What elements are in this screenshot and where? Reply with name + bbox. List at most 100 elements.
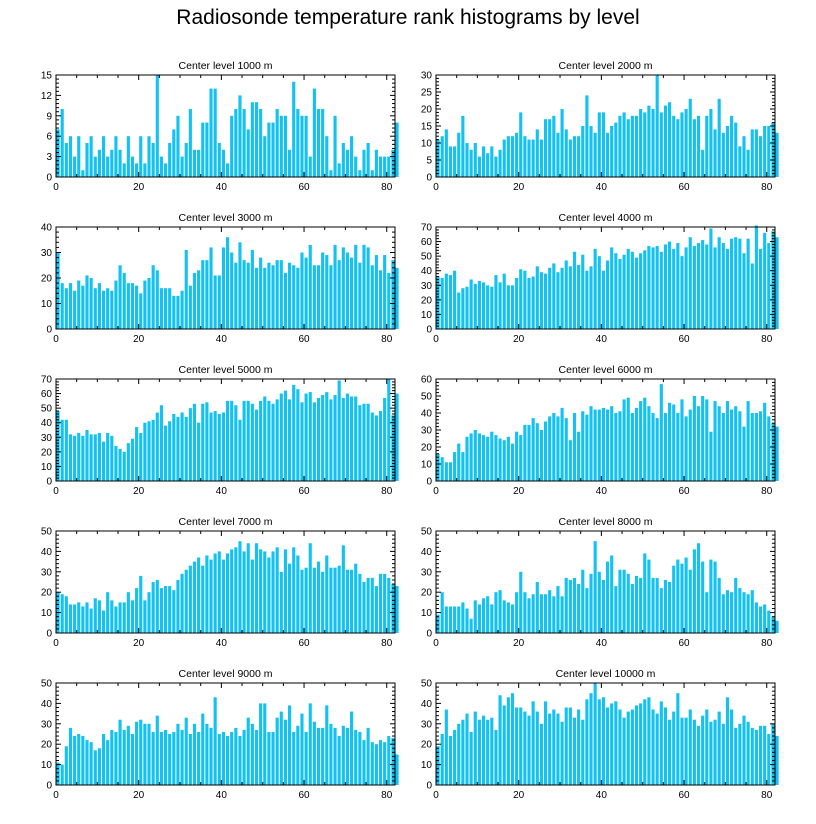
histogram-bar bbox=[172, 590, 176, 633]
histogram-bar bbox=[659, 251, 663, 329]
y-tick-label: 40 bbox=[41, 418, 53, 429]
histogram-bar bbox=[81, 170, 85, 177]
x-tick-label: 80 bbox=[381, 790, 393, 801]
histogram-bar bbox=[366, 403, 370, 481]
histogram-bar bbox=[374, 744, 378, 785]
histogram-bar bbox=[126, 283, 130, 329]
histogram-bar bbox=[771, 231, 775, 329]
y-tick-label: 60 bbox=[421, 237, 433, 248]
histogram-bar bbox=[354, 244, 358, 329]
histogram-bar bbox=[93, 156, 97, 177]
histogram-bar bbox=[93, 598, 97, 633]
histogram-bar bbox=[436, 746, 440, 785]
histogram-bar bbox=[577, 264, 581, 329]
histogram-bar bbox=[304, 731, 308, 785]
histogram-bar bbox=[106, 592, 110, 633]
histogram-bar bbox=[618, 115, 622, 177]
histogram-bar bbox=[275, 717, 279, 785]
histogram-bar bbox=[139, 575, 143, 633]
histogram-bar bbox=[444, 129, 448, 177]
x-tick-label: 20 bbox=[513, 790, 525, 801]
histogram-bar bbox=[97, 149, 101, 177]
histogram-bar bbox=[688, 237, 692, 329]
histogram-bar bbox=[378, 573, 383, 633]
histogram-bar bbox=[362, 403, 366, 481]
histogram-bar bbox=[498, 149, 502, 177]
x-tick-label: 60 bbox=[678, 638, 690, 649]
histogram-bar bbox=[568, 139, 572, 177]
histogram-bar bbox=[64, 746, 68, 785]
histogram-bar bbox=[543, 273, 548, 329]
histogram-bar bbox=[296, 555, 300, 633]
panel-title: Center level 7000 m bbox=[179, 516, 273, 528]
histogram-bar bbox=[122, 451, 126, 481]
panel-title: Center level 8000 m bbox=[559, 516, 653, 528]
x-tick-label: 0 bbox=[53, 486, 59, 497]
histogram-bar bbox=[473, 283, 477, 329]
histogram-bar bbox=[564, 418, 568, 481]
histogram-bar bbox=[97, 283, 101, 329]
histogram-bar bbox=[684, 416, 688, 481]
histogram-bar bbox=[246, 400, 250, 481]
histogram-bar bbox=[440, 592, 444, 633]
y-tick-label: 30 bbox=[421, 71, 433, 82]
histogram-bar bbox=[362, 244, 366, 329]
y-tick-label: 30 bbox=[421, 567, 433, 578]
histogram-bar bbox=[490, 604, 494, 633]
histogram-bar bbox=[721, 413, 725, 481]
histogram-bar bbox=[64, 596, 68, 633]
histogram-bar bbox=[333, 567, 337, 633]
x-tick-label: 80 bbox=[381, 486, 393, 497]
histogram-bar bbox=[118, 448, 122, 481]
histogram-bar bbox=[606, 409, 610, 481]
histogram-bar bbox=[771, 723, 775, 785]
y-tick-label: 40 bbox=[41, 223, 53, 234]
histogram-bar bbox=[333, 395, 337, 481]
histogram-bar bbox=[597, 699, 601, 785]
histogram-bar bbox=[742, 715, 746, 785]
histogram-bar bbox=[345, 252, 350, 329]
histogram-bar bbox=[618, 709, 622, 785]
x-tick-label: 40 bbox=[596, 182, 608, 193]
x-tick-label: 60 bbox=[298, 486, 310, 497]
histogram-bar bbox=[387, 577, 391, 633]
y-tick-label: 40 bbox=[41, 699, 53, 710]
histogram-bar bbox=[618, 259, 622, 329]
histogram-bar bbox=[564, 577, 568, 633]
histogram-bar bbox=[469, 433, 473, 481]
histogram-bar bbox=[176, 579, 180, 633]
histogram-bar bbox=[259, 400, 263, 481]
histogram-bar bbox=[630, 251, 634, 329]
x-tick-label: 40 bbox=[596, 334, 608, 345]
histogram-bar bbox=[77, 602, 81, 633]
histogram-bar bbox=[606, 707, 610, 785]
histogram-bar bbox=[515, 132, 519, 177]
histogram-bar bbox=[130, 156, 135, 177]
histogram-bar bbox=[143, 723, 147, 785]
histogram-bar bbox=[725, 248, 730, 329]
histogram-bar bbox=[350, 257, 354, 329]
histogram-bar bbox=[93, 434, 97, 481]
histogram-bar bbox=[581, 254, 585, 329]
histogram-bar bbox=[577, 584, 581, 633]
histogram-bar bbox=[643, 699, 647, 785]
histogram-bar bbox=[626, 573, 630, 633]
histogram-bar bbox=[626, 397, 630, 481]
histogram-bar bbox=[713, 401, 717, 481]
histogram-bar bbox=[515, 278, 519, 329]
histogram-bar bbox=[213, 88, 217, 177]
histogram-bar bbox=[705, 115, 709, 177]
histogram-bar bbox=[329, 170, 333, 177]
histogram-bar bbox=[721, 243, 725, 329]
histogram-bar bbox=[775, 237, 779, 329]
histogram-bar bbox=[279, 115, 283, 177]
histogram-bar bbox=[77, 734, 81, 785]
histogram-bar bbox=[106, 156, 110, 177]
histogram-bar bbox=[221, 149, 225, 177]
histogram-bar bbox=[68, 727, 73, 785]
histogram-bar bbox=[709, 109, 713, 177]
histogram-bar bbox=[296, 389, 300, 481]
histogram-bar bbox=[572, 136, 577, 177]
histogram-bar bbox=[221, 247, 225, 329]
histogram-bar bbox=[597, 409, 601, 481]
